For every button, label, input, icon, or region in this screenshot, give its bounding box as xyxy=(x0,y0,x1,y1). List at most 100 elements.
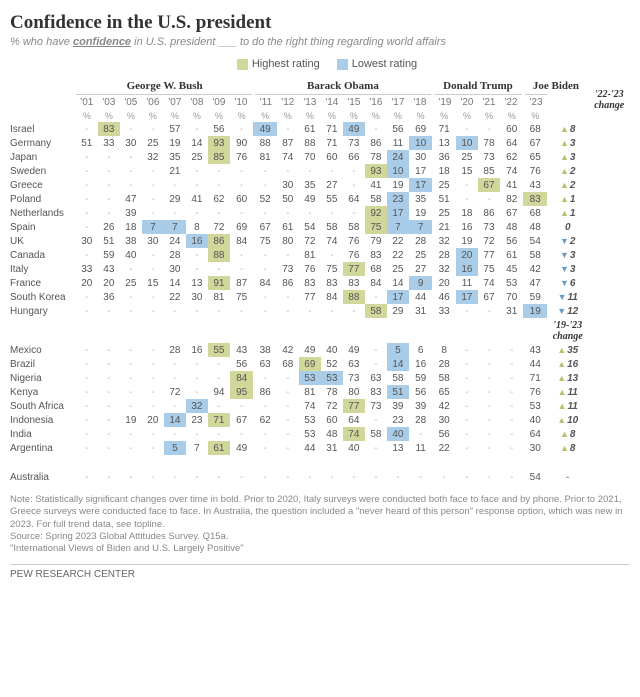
value-cell: 71 xyxy=(523,371,547,385)
value-cell: 41 xyxy=(500,178,524,192)
value-cell: 53 xyxy=(523,399,547,413)
value-cell: 68 xyxy=(365,262,387,276)
value-cell: 78 xyxy=(478,136,500,150)
table-row: Poland--47-29416260525049556458233551--8… xyxy=(10,192,630,206)
value-cell: 88 xyxy=(343,290,365,304)
value-cell: - xyxy=(120,178,142,192)
value-cell: 84 xyxy=(365,276,387,290)
value-cell: 25 xyxy=(387,262,409,276)
value-cell: 47 xyxy=(523,276,547,290)
value-cell: 48 xyxy=(321,427,343,441)
year-header: '13 xyxy=(299,94,321,109)
value-cell: 28 xyxy=(432,357,456,371)
value-cell: 20 xyxy=(76,276,98,290)
value-cell: - xyxy=(76,178,98,192)
value-cell: - xyxy=(365,357,387,371)
value-cell: 8 xyxy=(186,220,208,234)
value-cell: 76 xyxy=(523,385,547,399)
value-cell: 67 xyxy=(478,290,500,304)
value-cell: - xyxy=(299,304,321,318)
value-cell: 67 xyxy=(230,413,254,427)
value-cell: 65 xyxy=(523,150,547,164)
value-cell: 19 xyxy=(456,234,478,248)
value-cell: - xyxy=(277,290,299,304)
value-cell: 16 xyxy=(456,262,478,276)
value-cell: 18 xyxy=(456,206,478,220)
year-header: '15 xyxy=(343,94,365,109)
value-cell: - xyxy=(456,371,478,385)
value-cell: 7 xyxy=(142,220,164,234)
value-cell: - xyxy=(76,290,98,304)
value-cell: - xyxy=(230,122,254,136)
value-cell: 28 xyxy=(409,234,433,248)
value-cell: 64 xyxy=(343,192,365,206)
value-cell: 87 xyxy=(277,136,299,150)
value-cell: 31 xyxy=(409,304,433,318)
value-cell: 68 xyxy=(523,206,547,220)
value-cell: 17 xyxy=(409,178,433,192)
value-cell: 58 xyxy=(432,371,456,385)
value-cell: 83 xyxy=(321,276,343,290)
country-cell: Australia xyxy=(10,470,76,484)
value-cell: 59 xyxy=(98,248,120,262)
value-cell: 41 xyxy=(365,178,387,192)
value-cell: - xyxy=(164,206,186,220)
change-cell: ▲1 xyxy=(547,206,588,220)
value-cell: - xyxy=(343,164,365,178)
value-cell: 49 xyxy=(343,343,365,357)
value-cell: 32 xyxy=(142,150,164,164)
value-cell: - xyxy=(186,206,208,220)
value-cell: - xyxy=(277,470,299,484)
value-cell: 74 xyxy=(277,150,299,164)
value-cell: 17 xyxy=(387,206,409,220)
value-cell: - xyxy=(186,470,208,484)
value-cell: 43 xyxy=(230,343,254,357)
value-cell: - xyxy=(409,470,433,484)
value-cell: - xyxy=(253,248,276,262)
value-cell: - xyxy=(456,427,478,441)
value-cell: - xyxy=(253,399,276,413)
value-cell: 60 xyxy=(500,122,524,136)
value-cell: 67 xyxy=(500,206,524,220)
value-cell: 64 xyxy=(523,427,547,441)
year-header: '17 xyxy=(387,94,409,109)
value-cell: 84 xyxy=(321,290,343,304)
value-cell: 21 xyxy=(164,164,186,178)
value-cell: - xyxy=(253,290,276,304)
value-cell: - xyxy=(76,441,98,455)
year-header: '05 xyxy=(120,94,142,109)
value-cell: - xyxy=(208,206,230,220)
value-cell: 85 xyxy=(208,150,230,164)
value-cell: 32 xyxy=(186,399,208,413)
value-cell: - xyxy=(76,150,98,164)
value-cell: 44 xyxy=(409,290,433,304)
value-cell: 86 xyxy=(208,234,230,248)
value-cell: 75 xyxy=(365,220,387,234)
value-cell: 40 xyxy=(321,343,343,357)
country-cell: Germany xyxy=(10,136,76,150)
value-cell: - xyxy=(277,304,299,318)
value-cell: 56 xyxy=(432,427,456,441)
value-cell: 47 xyxy=(120,192,142,206)
value-cell: - xyxy=(253,371,276,385)
value-cell: - xyxy=(98,304,120,318)
change-cell: - xyxy=(547,470,588,484)
value-cell: 54 xyxy=(523,470,547,484)
value-cell: - xyxy=(142,304,164,318)
president-header: George W. Bush xyxy=(76,78,254,94)
value-cell: 30 xyxy=(277,178,299,192)
country-cell: Spain xyxy=(10,220,76,234)
value-cell: - xyxy=(98,371,120,385)
value-cell: 84 xyxy=(230,371,254,385)
value-cell: 42 xyxy=(277,343,299,357)
value-cell: - xyxy=(230,206,254,220)
value-cell: - xyxy=(500,371,524,385)
country-cell: Sweden xyxy=(10,164,76,178)
value-cell: - xyxy=(277,385,299,399)
value-cell: - xyxy=(142,371,164,385)
country-cell: Mexico xyxy=(10,343,76,357)
value-cell: - xyxy=(456,304,478,318)
value-cell: - xyxy=(277,206,299,220)
president-header: Donald Trump xyxy=(432,78,523,94)
value-cell: 87 xyxy=(230,276,254,290)
